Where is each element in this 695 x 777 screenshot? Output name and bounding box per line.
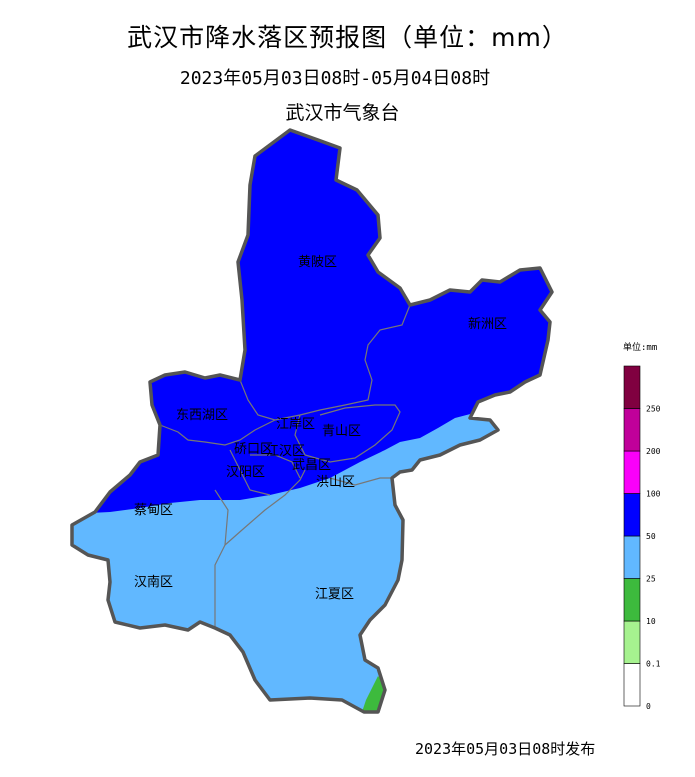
legend-tick-label: 50 <box>646 532 656 541</box>
legend-title: 单位:mm <box>623 341 657 353</box>
label-qiaokou: 硚口区 <box>234 442 273 457</box>
valid-period: 2023年05月03日08时-05月04日08时 <box>179 68 491 89</box>
label-jiangan: 江岸区 <box>276 417 315 432</box>
legend: 单位:mm 0 0.1 10 25 50 100 200 250 <box>623 341 661 711</box>
label-wuchang: 武昌区 <box>292 458 331 473</box>
label-dongxihu: 东西湖区 <box>176 408 228 423</box>
legend-tick-label: 25 <box>646 575 656 584</box>
label-caidian: 蔡甸区 <box>134 503 173 518</box>
label-hannan: 汉南区 <box>134 574 173 590</box>
legend-tick-label: 10 <box>646 617 656 626</box>
label-xinzhou: 新洲区 <box>468 316 507 332</box>
label-hongshan: 洪山区 <box>316 475 355 490</box>
label-qingshan: 青山区 <box>322 424 361 439</box>
legend-tick-label: 100 <box>646 490 661 499</box>
legend-swatch <box>623 450 641 494</box>
map-title: 武汉市降水落区预报图（单位：mm） <box>127 23 568 52</box>
legend-tick-labels: 0 0.1 10 25 50 100 200 250 <box>646 405 661 712</box>
legend-color-bar <box>623 365 641 707</box>
legend-tick-label: 200 <box>646 447 661 456</box>
legend-swatch <box>623 493 641 537</box>
issue-time: 2023年05月03日08时发布 <box>415 740 596 758</box>
district-boundaries <box>159 304 411 628</box>
label-jiangxia: 江夏区 <box>315 587 354 602</box>
legend-swatch <box>623 578 641 622</box>
legend-swatch <box>623 620 641 664</box>
legend-swatch <box>623 535 641 579</box>
legend-swatch <box>623 663 641 707</box>
issuer: 武汉市气象台 <box>285 102 400 124</box>
legend-swatch <box>623 365 641 409</box>
legend-tick-label: 0 <box>646 702 651 711</box>
legend-tick-label: 250 <box>646 405 661 414</box>
legend-swatch <box>623 408 641 452</box>
label-jianghan: 江汉区 <box>266 444 305 459</box>
legend-tick-label: 0.1 <box>646 660 661 669</box>
label-huangpi: 黄陂区 <box>298 254 337 270</box>
label-hanyang: 汉阳区 <box>226 465 265 480</box>
